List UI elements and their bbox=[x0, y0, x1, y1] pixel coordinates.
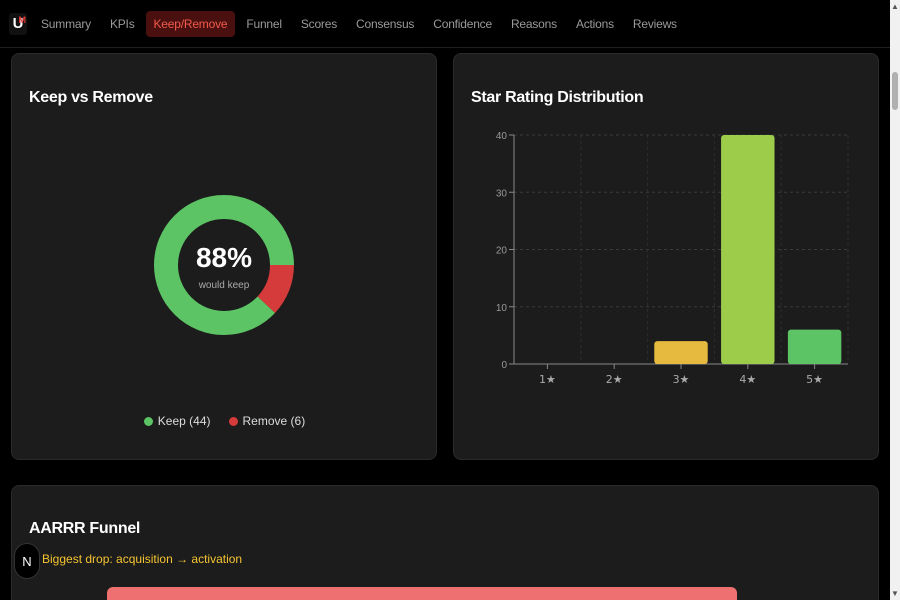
legend-item-keep[interactable]: Keep (44) bbox=[143, 414, 211, 428]
star-rating-card: Star Rating Distribution 0 10 20 30 40 1★ 2★ 3★… bbox=[453, 53, 879, 460]
tab-actions[interactable]: Actions bbox=[575, 16, 614, 31]
keep-percent: 88% bbox=[195, 242, 253, 273]
tab-funnel[interactable]: Funnel bbox=[246, 16, 282, 31]
bar-5-star[interactable] bbox=[787, 329, 842, 364]
star-rating-title: Star Rating Distribution bbox=[471, 89, 644, 106]
x-tick-label: 3★ bbox=[673, 373, 690, 386]
keep-remove-card: Keep vs Remove 88% would keep Keep (44) … bbox=[11, 53, 437, 460]
legend-item-remove[interactable]: Remove (6) bbox=[228, 414, 305, 428]
notification-badge[interactable]: N bbox=[14, 543, 40, 579]
tab-keep-remove[interactable]: Keep/Remove bbox=[145, 10, 236, 37]
tab-summary[interactable]: Summary bbox=[41, 16, 91, 31]
keep-dot-icon bbox=[143, 416, 153, 426]
scroll-up-icon[interactable]: ▲ bbox=[891, 2, 899, 11]
x-tick-label: 1★ bbox=[539, 373, 556, 386]
y-tick-label: 20 bbox=[496, 246, 508, 257]
donut-slice-keep[interactable] bbox=[154, 195, 294, 335]
keep-remove-title: Keep vs Remove bbox=[29, 89, 153, 106]
scrollbar-thumb[interactable] bbox=[892, 72, 898, 110]
funnel-card: AARRR Funnel bbox=[11, 485, 879, 600]
scroll-down-icon[interactable]: ▼ bbox=[891, 589, 899, 598]
y-tick-label: 30 bbox=[496, 188, 508, 199]
bar-4-star[interactable] bbox=[721, 135, 775, 364]
y-tick-label: 0 bbox=[501, 360, 507, 371]
x-tick-label: 4★ bbox=[739, 373, 756, 386]
funnel-bar-acquisition[interactable] bbox=[107, 587, 737, 600]
bar-3-star[interactable] bbox=[654, 341, 708, 364]
app-logo[interactable]: U M bbox=[9, 12, 27, 35]
biggest-drop-note: Biggest drop: acquisition → activation bbox=[42, 552, 243, 566]
top-nav: U M Summary KPIs Keep/Remove Funnel Scores Co… bbox=[0, 0, 890, 48]
tab-kpis[interactable]: KPIs bbox=[109, 16, 135, 31]
keep-percent-label: would keep bbox=[198, 280, 250, 291]
tab-consensus[interactable]: Consensus bbox=[356, 16, 415, 31]
tab-reasons[interactable]: Reasons bbox=[510, 16, 557, 31]
remove-dot-icon bbox=[228, 416, 238, 426]
x-tick-label: 2★ bbox=[606, 373, 623, 386]
star-rating-chart: 0 10 20 30 40 1★ 2★ 3★ 4★ 5★ bbox=[496, 131, 849, 386]
funnel-title: AARRR Funnel bbox=[29, 520, 141, 537]
x-tick-label: 5★ bbox=[806, 373, 823, 386]
tab-reviews[interactable]: Reviews bbox=[632, 16, 677, 31]
tab-scores[interactable]: Scores bbox=[300, 16, 337, 31]
y-tick-label: 40 bbox=[496, 131, 508, 142]
scrollbar[interactable]: ▲ ▼ bbox=[890, 0, 900, 600]
tab-bar: Summary KPIs Keep/Remove Funnel Scores Consen… bbox=[33, 10, 688, 37]
donut-legend: Keep (44) Remove (6) bbox=[12, 414, 437, 428]
keep-remove-donut bbox=[154, 195, 294, 335]
tab-confidence[interactable]: Confidence bbox=[433, 16, 492, 31]
y-tick-label: 10 bbox=[496, 303, 508, 314]
